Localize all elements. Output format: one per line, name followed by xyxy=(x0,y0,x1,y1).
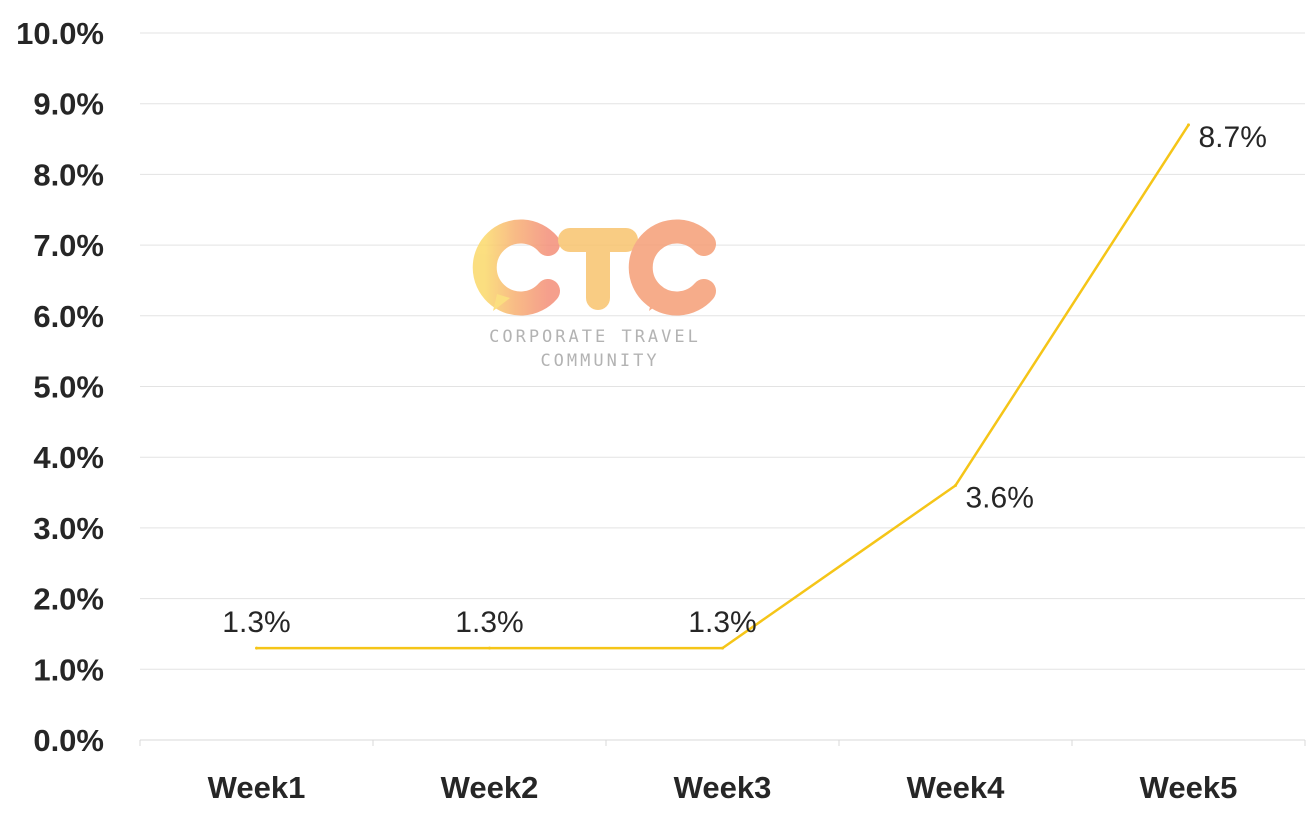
x-tick-label: Week4 xyxy=(907,770,1005,805)
data-label: 3.6% xyxy=(966,481,1034,514)
y-tick-label: 3.0% xyxy=(33,511,104,546)
data-point xyxy=(255,646,258,650)
y-axis-ticks: 0.0% 1.0% 2.0% 3.0% 4.0% 5.0% 6.0% 7.0% 8.0% 9.0%… xyxy=(16,16,104,758)
data-point xyxy=(1187,123,1190,127)
x-axis xyxy=(139,739,1306,746)
watermark-line1: CORPORATE TRAVEL xyxy=(489,327,701,347)
x-axis-ticks: Week1 Week2 Week3 Week4 Week5 xyxy=(208,770,1238,805)
data-labels: 1.3% 1.3% 1.3% 3.6% 8.7% xyxy=(222,121,1267,639)
y-tick-label: 7.0% xyxy=(33,228,104,263)
y-tick-label: 1.0% xyxy=(33,652,104,687)
data-point xyxy=(954,483,957,487)
y-tick-label: 9.0% xyxy=(33,87,104,122)
x-tick-label: Week1 xyxy=(208,770,306,805)
y-tick-label: 6.0% xyxy=(33,299,104,334)
data-label: 8.7% xyxy=(1199,121,1267,154)
x-tick-label: Week2 xyxy=(441,770,539,805)
data-point xyxy=(721,646,724,650)
gridlines xyxy=(140,32,1305,670)
data-label: 1.3% xyxy=(688,606,756,639)
x-tick-label: Week3 xyxy=(674,770,772,805)
data-label: 1.3% xyxy=(222,606,290,639)
series-line xyxy=(255,123,1190,650)
ctc-watermark-logo: CORPORATE TRAVEL COMMUNITY xyxy=(472,219,716,371)
y-tick-label: 10.0% xyxy=(16,16,104,51)
data-label: 1.3% xyxy=(455,606,523,639)
watermark-line2: COMMUNITY xyxy=(540,351,659,371)
y-tick-label: 5.0% xyxy=(33,370,104,405)
data-point xyxy=(488,646,491,650)
y-tick-label: 0.0% xyxy=(33,723,104,758)
y-tick-label: 4.0% xyxy=(33,440,104,475)
x-tick-label: Week5 xyxy=(1140,770,1238,805)
y-tick-label: 8.0% xyxy=(33,157,104,192)
y-tick-label: 2.0% xyxy=(33,582,104,617)
